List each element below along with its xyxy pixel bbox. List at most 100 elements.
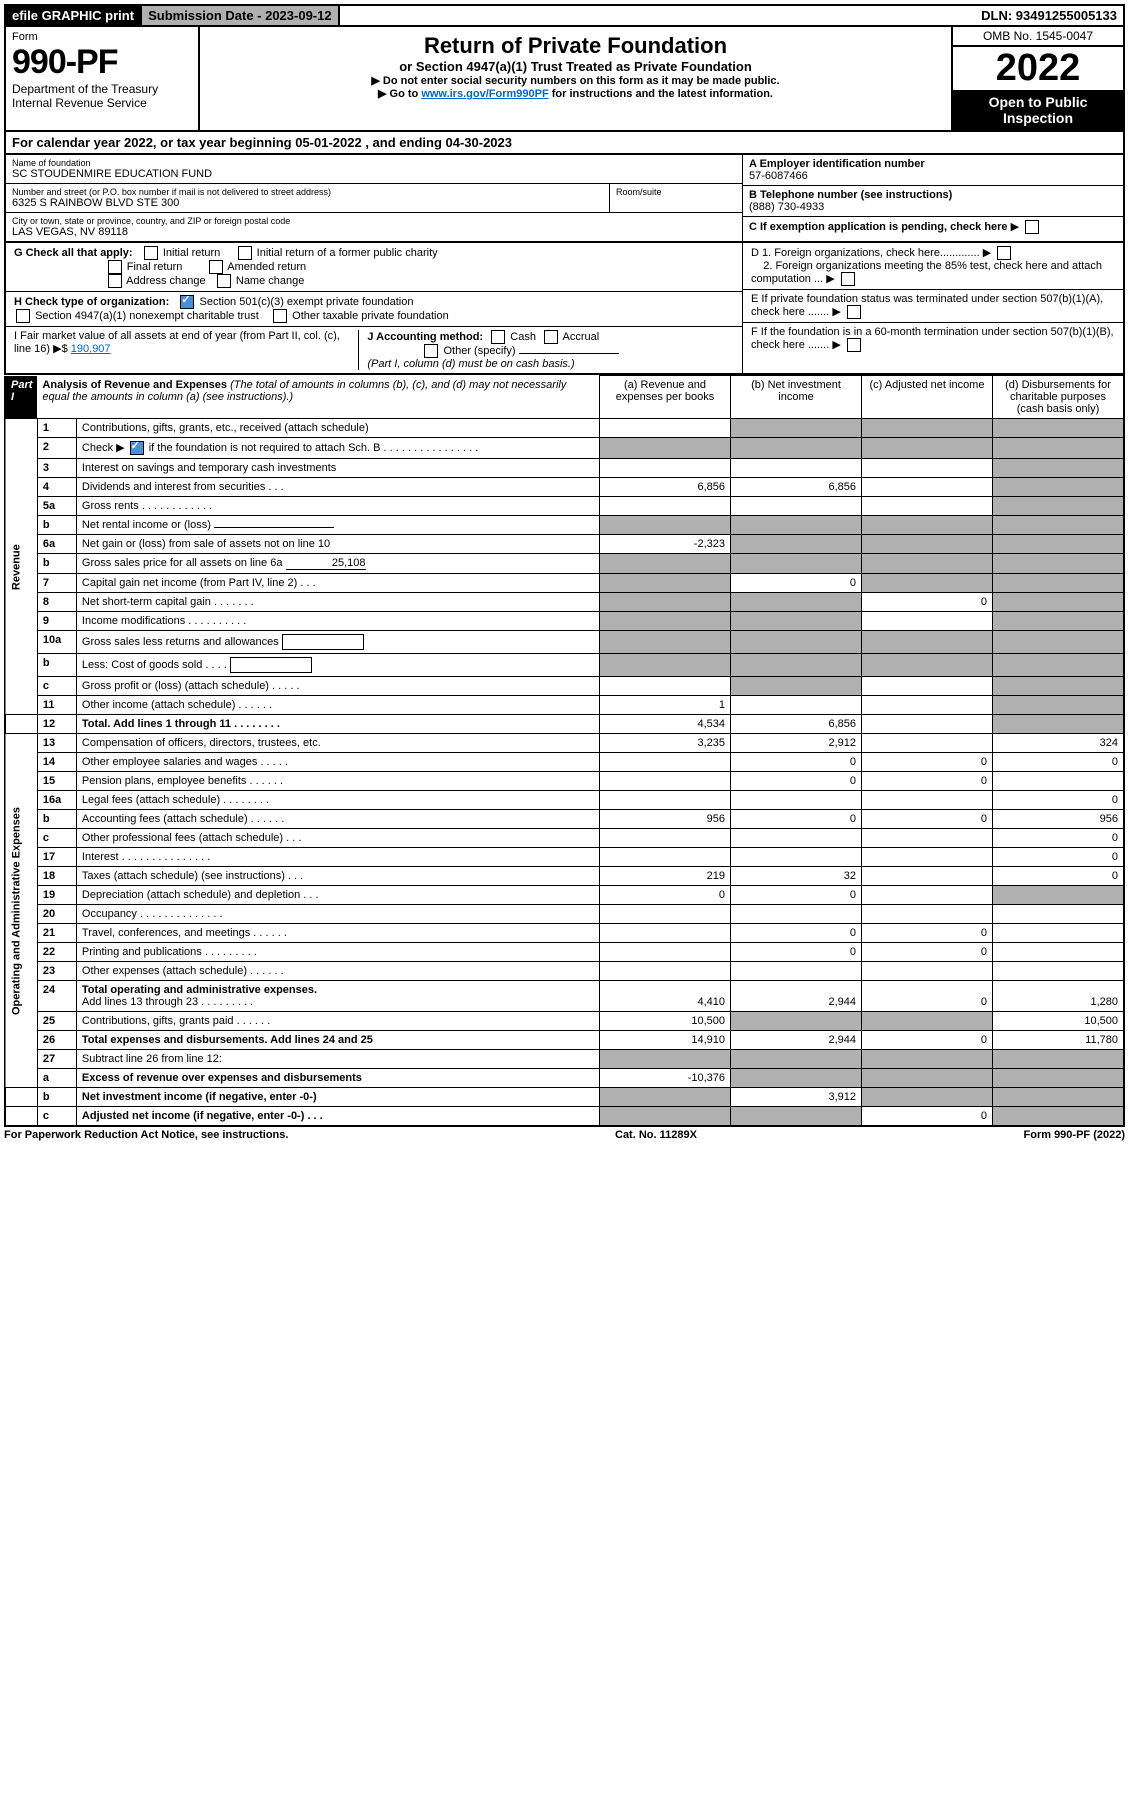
tax-year: 2022: [953, 47, 1123, 90]
r14d: 0: [993, 753, 1125, 772]
r19: Depreciation (attach schedule) and deple…: [76, 886, 599, 905]
g-final[interactable]: [108, 260, 122, 274]
g-o2: Initial return of a former public charit…: [257, 247, 438, 259]
r24c: 0: [862, 981, 993, 1012]
g-address[interactable]: [108, 274, 122, 288]
foundation-name: SC STOUDENMIRE EDUCATION FUND: [12, 168, 736, 180]
city-label: City or town, state or province, country…: [12, 216, 736, 226]
j-cash[interactable]: [491, 330, 505, 344]
f-row: F If the foundation is in a 60-month ter…: [743, 322, 1123, 355]
phone-label: B Telephone number (see instructions): [749, 189, 1117, 201]
r21c: 0: [862, 924, 993, 943]
r26b: 2,944: [731, 1031, 862, 1050]
f-label: F If the foundation is in a 60-month ter…: [751, 326, 1114, 351]
r10c: Gross profit or (loss) (attach schedule)…: [76, 677, 599, 696]
g-initial[interactable]: [144, 246, 158, 260]
r1: Contributions, gifts, grants, etc., rece…: [76, 419, 599, 438]
i-value[interactable]: 190,907: [71, 343, 111, 355]
r17: Interest . . . . . . . . . . . . . . .: [76, 848, 599, 867]
r16bd: 956: [993, 810, 1125, 829]
c-checkbox[interactable]: [1025, 220, 1039, 234]
j-o2: Accrual: [563, 331, 600, 343]
r20: Occupancy . . . . . . . . . . . . . .: [76, 905, 599, 924]
r27a: Excess of revenue over expenses and disb…: [76, 1069, 599, 1088]
irs-link[interactable]: www.irs.gov/Form990PF: [421, 88, 548, 100]
r27b: Net investment income (if negative, ente…: [76, 1088, 599, 1107]
note1: ▶ Do not enter social security numbers o…: [206, 74, 945, 87]
name-label: Name of foundation: [12, 158, 736, 168]
h-other[interactable]: [273, 309, 287, 323]
r25a: 10,500: [600, 1012, 731, 1031]
h-4947[interactable]: [16, 309, 30, 323]
addr-label: Number and street (or P.O. box number if…: [12, 187, 603, 197]
ein: 57-6087466: [749, 170, 1117, 182]
r9: Income modifications . . . . . . . . . .: [76, 612, 599, 631]
form-label: Form: [12, 31, 192, 43]
city: LAS VEGAS, NV 89118: [12, 226, 736, 238]
r6b-val: 25,108: [286, 557, 366, 570]
r24d: 1,280: [993, 981, 1125, 1012]
f-chk[interactable]: [847, 338, 861, 352]
r6b: Gross sales price for all assets on line…: [76, 554, 599, 574]
dept1: Department of the Treasury: [12, 82, 192, 96]
form-number: 990-PF: [12, 43, 192, 82]
ein-label: A Employer identification number: [749, 158, 1117, 170]
r16a: Legal fees (attach schedule) . . . . . .…: [76, 791, 599, 810]
r2-chk[interactable]: [130, 441, 144, 455]
note2-post: for instructions and the latest informat…: [549, 88, 773, 100]
r11: Other income (attach schedule) . . . . .…: [76, 696, 599, 715]
r22: Printing and publications . . . . . . . …: [76, 943, 599, 962]
r27aa: -10,376: [600, 1069, 731, 1088]
omb: OMB No. 1545-0047: [953, 27, 1123, 47]
e-row: E If private foundation status was termi…: [743, 289, 1123, 322]
e-label: E If private foundation status was termi…: [751, 293, 1103, 318]
g-o4: Amended return: [227, 261, 306, 273]
d-row: D 1. Foreign organizations, check here..…: [743, 243, 1123, 289]
part1-table: Part I Analysis of Revenue and Expenses …: [4, 375, 1125, 1127]
g-amended[interactable]: [209, 260, 223, 274]
r26d: 11,780: [993, 1031, 1125, 1050]
d1-chk[interactable]: [997, 246, 1011, 260]
g-o3: Final return: [127, 261, 183, 273]
form-title: Return of Private Foundation: [206, 33, 945, 59]
calendar-year: For calendar year 2022, or tax year begi…: [4, 132, 1125, 155]
e-chk[interactable]: [847, 305, 861, 319]
efile-btn[interactable]: efile GRAPHIC print: [6, 6, 142, 25]
footer-right: Form 990-PF (2022): [1024, 1129, 1126, 1141]
part1-title: Analysis of Revenue and Expenses: [42, 379, 227, 391]
j-note: (Part I, column (d) must be on cash basi…: [367, 358, 574, 370]
r15c: 0: [862, 772, 993, 791]
footer: For Paperwork Reduction Act Notice, see …: [4, 1127, 1125, 1143]
j-other[interactable]: [424, 344, 438, 358]
r11a: 1: [600, 696, 731, 715]
r22b: 0: [731, 943, 862, 962]
g-name[interactable]: [217, 274, 231, 288]
h-501c3[interactable]: [180, 295, 194, 309]
col-d: (d) Disbursements for charitable purpose…: [993, 376, 1125, 419]
r23: Other expenses (attach schedule) . . . .…: [76, 962, 599, 981]
part1-tag: Part I: [5, 376, 37, 419]
r6a: Net gain or (loss) from sale of assets n…: [76, 535, 599, 554]
j-accrual[interactable]: [544, 330, 558, 344]
r15: Pension plans, employee benefits . . . .…: [76, 772, 599, 791]
r18d: 0: [993, 867, 1125, 886]
header-right: OMB No. 1545-0047 2022 Open to Public In…: [953, 27, 1123, 130]
r16c: Other professional fees (attach schedule…: [76, 829, 599, 848]
h-o1: Section 501(c)(3) exempt private foundat…: [199, 296, 413, 308]
r19a: 0: [600, 886, 731, 905]
r25d: 10,500: [993, 1012, 1125, 1031]
r10b: Less: Cost of goods sold . . . .: [76, 654, 599, 677]
r16ba: 956: [600, 810, 731, 829]
r5a: Gross rents . . . . . . . . . . . .: [76, 497, 599, 516]
submission-date: Submission Date - 2023-09-12: [142, 6, 340, 25]
r18a: 219: [600, 867, 731, 886]
r24: Total operating and administrative expen…: [76, 981, 599, 1012]
footer-left: For Paperwork Reduction Act Notice, see …: [4, 1129, 288, 1141]
r16b: Accounting fees (attach schedule) . . . …: [76, 810, 599, 829]
j-o3: Other (specify): [443, 345, 515, 357]
r14: Other employee salaries and wages . . . …: [76, 753, 599, 772]
d2-chk[interactable]: [841, 272, 855, 286]
r12a: 4,534: [600, 715, 731, 734]
header-center: Return of Private Foundation or Section …: [200, 27, 953, 130]
g-initial-former[interactable]: [238, 246, 252, 260]
